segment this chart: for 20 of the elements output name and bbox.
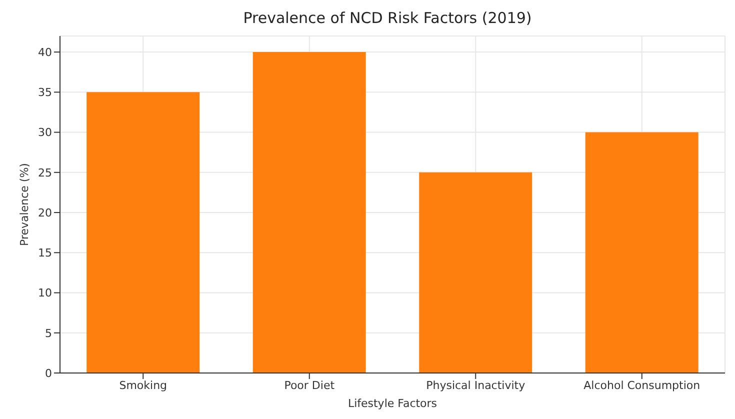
y-tick-label: 10: [38, 286, 52, 300]
y-tick-label: 5: [45, 326, 52, 340]
x-tick-label: Smoking: [119, 378, 168, 392]
bar: [86, 92, 200, 373]
bar: [252, 52, 366, 373]
y-tick-label: 35: [38, 86, 52, 100]
y-tick-label: 0: [45, 366, 52, 380]
y-tick-label: 20: [38, 206, 52, 220]
y-axis-title: Prevalence (%): [18, 163, 31, 246]
y-tick-label: 25: [38, 166, 52, 180]
y-tick-label: 40: [38, 46, 52, 59]
x-tick-label: Poor Diet: [284, 378, 336, 392]
y-tick-label: 15: [38, 246, 52, 260]
bar: [585, 132, 698, 373]
bar: [419, 172, 532, 373]
x-axis-title: Lifestyle Factors: [348, 397, 438, 410]
x-tick-label: Alcohol Consumption: [584, 378, 700, 392]
x-tick-label: Physical Inactivity: [426, 378, 526, 392]
chart-title: Prevalence of NCD Risk Factors (2019): [242, 8, 533, 29]
y-tick-label: 30: [38, 126, 52, 140]
